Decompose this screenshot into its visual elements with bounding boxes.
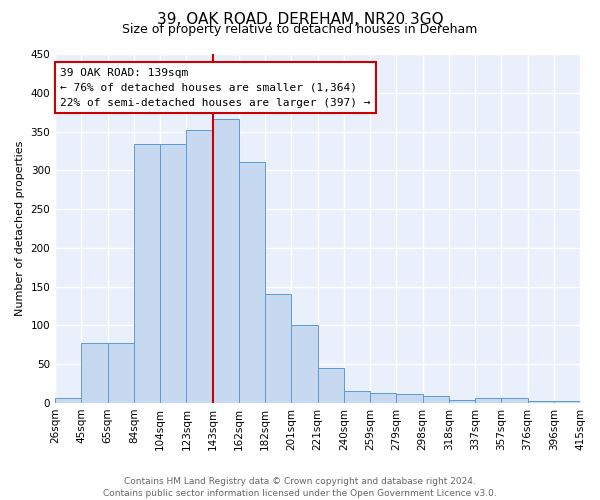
Bar	[292, 326, 317, 403]
Bar	[239, 162, 265, 403]
Bar	[187, 130, 212, 403]
Text: 39, OAK ROAD, DEREHAM, NR20 3GQ: 39, OAK ROAD, DEREHAM, NR20 3GQ	[157, 12, 443, 28]
Text: Contains HM Land Registry data © Crown copyright and database right 2024.
Contai: Contains HM Land Registry data © Crown c…	[103, 476, 497, 498]
Text: Size of property relative to detached houses in Dereham: Size of property relative to detached ho…	[122, 22, 478, 36]
Bar	[134, 144, 160, 403]
Bar	[55, 398, 82, 403]
Bar	[370, 393, 397, 403]
Bar	[422, 396, 449, 403]
Bar	[397, 394, 422, 403]
Bar	[449, 400, 475, 403]
Bar	[212, 119, 239, 403]
Bar	[82, 344, 107, 403]
Text: 39 OAK ROAD: 139sqm
← 76% of detached houses are smaller (1,364)
22% of semi-det: 39 OAK ROAD: 139sqm ← 76% of detached ho…	[61, 68, 371, 108]
Bar	[527, 400, 554, 403]
Bar	[554, 402, 580, 403]
Bar	[475, 398, 501, 403]
Y-axis label: Number of detached properties: Number of detached properties	[15, 141, 25, 316]
Bar	[344, 392, 370, 403]
Bar	[265, 294, 292, 403]
Bar	[160, 144, 187, 403]
Bar	[107, 344, 134, 403]
Bar	[317, 368, 344, 403]
Bar	[501, 398, 527, 403]
